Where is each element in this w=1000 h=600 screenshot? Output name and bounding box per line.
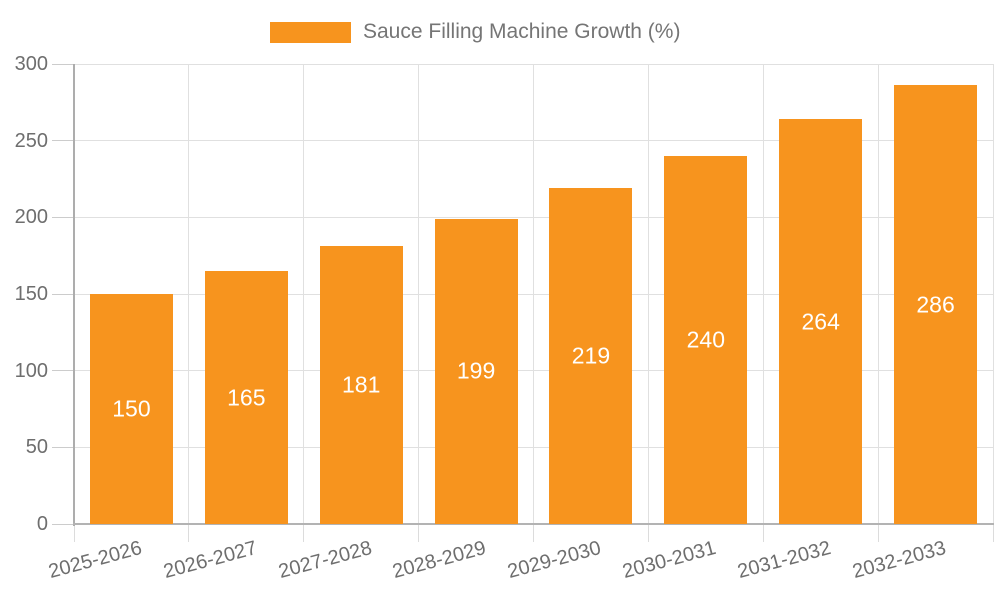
bar[interactable]: 219 [549,188,633,524]
bar[interactable]: 150 [89,294,173,524]
y-axis-label: 150 [14,283,48,305]
gridline-vertical [188,64,190,524]
y-axis-tick [52,293,74,295]
legend-label: Sauce Filling Machine Growth (%) [363,20,681,43]
gridline-vertical [418,64,420,524]
bar-value-label: 264 [801,308,840,335]
y-axis-tick [52,216,74,218]
x-axis-tick [418,524,420,542]
gridline-vertical [303,64,305,524]
bar[interactable]: 286 [894,85,978,524]
y-axis-line [73,64,75,526]
gridline-vertical [533,64,534,524]
y-axis-label: 300 [14,53,48,75]
y-axis-label: 200 [14,206,48,229]
y-axis-label: 250 [14,129,48,152]
x-axis-label: 2030-2031 [620,537,719,584]
x-axis-label: 2028-2029 [390,537,489,584]
x-axis-tick [303,524,305,542]
x-axis-tick [647,524,649,542]
bar-value-label: 165 [227,384,266,410]
legend[interactable]: Sauce Filling Machine Growth (%) [270,18,680,46]
x-axis-line [73,523,994,525]
x-axis-label: 2027-2028 [275,537,374,584]
gridline-vertical [877,64,879,524]
gridline-vertical [992,64,994,524]
bar-value-label: 199 [456,357,496,384]
bar-value-label: 240 [686,326,725,353]
bar[interactable]: 165 [204,271,288,524]
y-axis-tick [52,140,74,142]
y-axis-tick [52,370,74,372]
bar[interactable]: 264 [779,119,863,524]
y-axis-tick [52,63,74,65]
bar[interactable]: 240 [664,156,748,524]
gridline-vertical [647,64,649,524]
bar[interactable]: 181 [319,246,403,524]
x-axis-tick [762,524,764,542]
x-axis-tick [992,524,994,542]
x-axis-label: 2031-2032 [735,537,834,584]
legend-swatch-icon [270,21,351,43]
x-axis-tick [877,524,879,542]
bar-value-label: 150 [112,395,151,422]
x-axis-label: 2026-2027 [160,537,260,584]
bar[interactable]: 199 [434,218,518,524]
y-axis-label: 100 [14,359,48,382]
bar-value-label: 219 [571,342,611,369]
x-axis-label: 2025-2026 [46,537,145,584]
y-axis-label: 0 [36,513,48,535]
y-axis-tick [52,523,74,525]
x-axis-label: 2029-2030 [505,537,604,584]
x-axis-tick [188,524,190,542]
bar-value-label: 286 [916,291,955,318]
x-axis-label: 2032-2033 [850,537,949,584]
x-axis-tick [73,524,75,542]
y-axis-tick [52,446,74,448]
bar-value-label: 181 [342,371,381,398]
y-axis-label: 50 [25,436,48,459]
x-axis-tick [533,524,534,542]
gridline-vertical [762,64,764,524]
